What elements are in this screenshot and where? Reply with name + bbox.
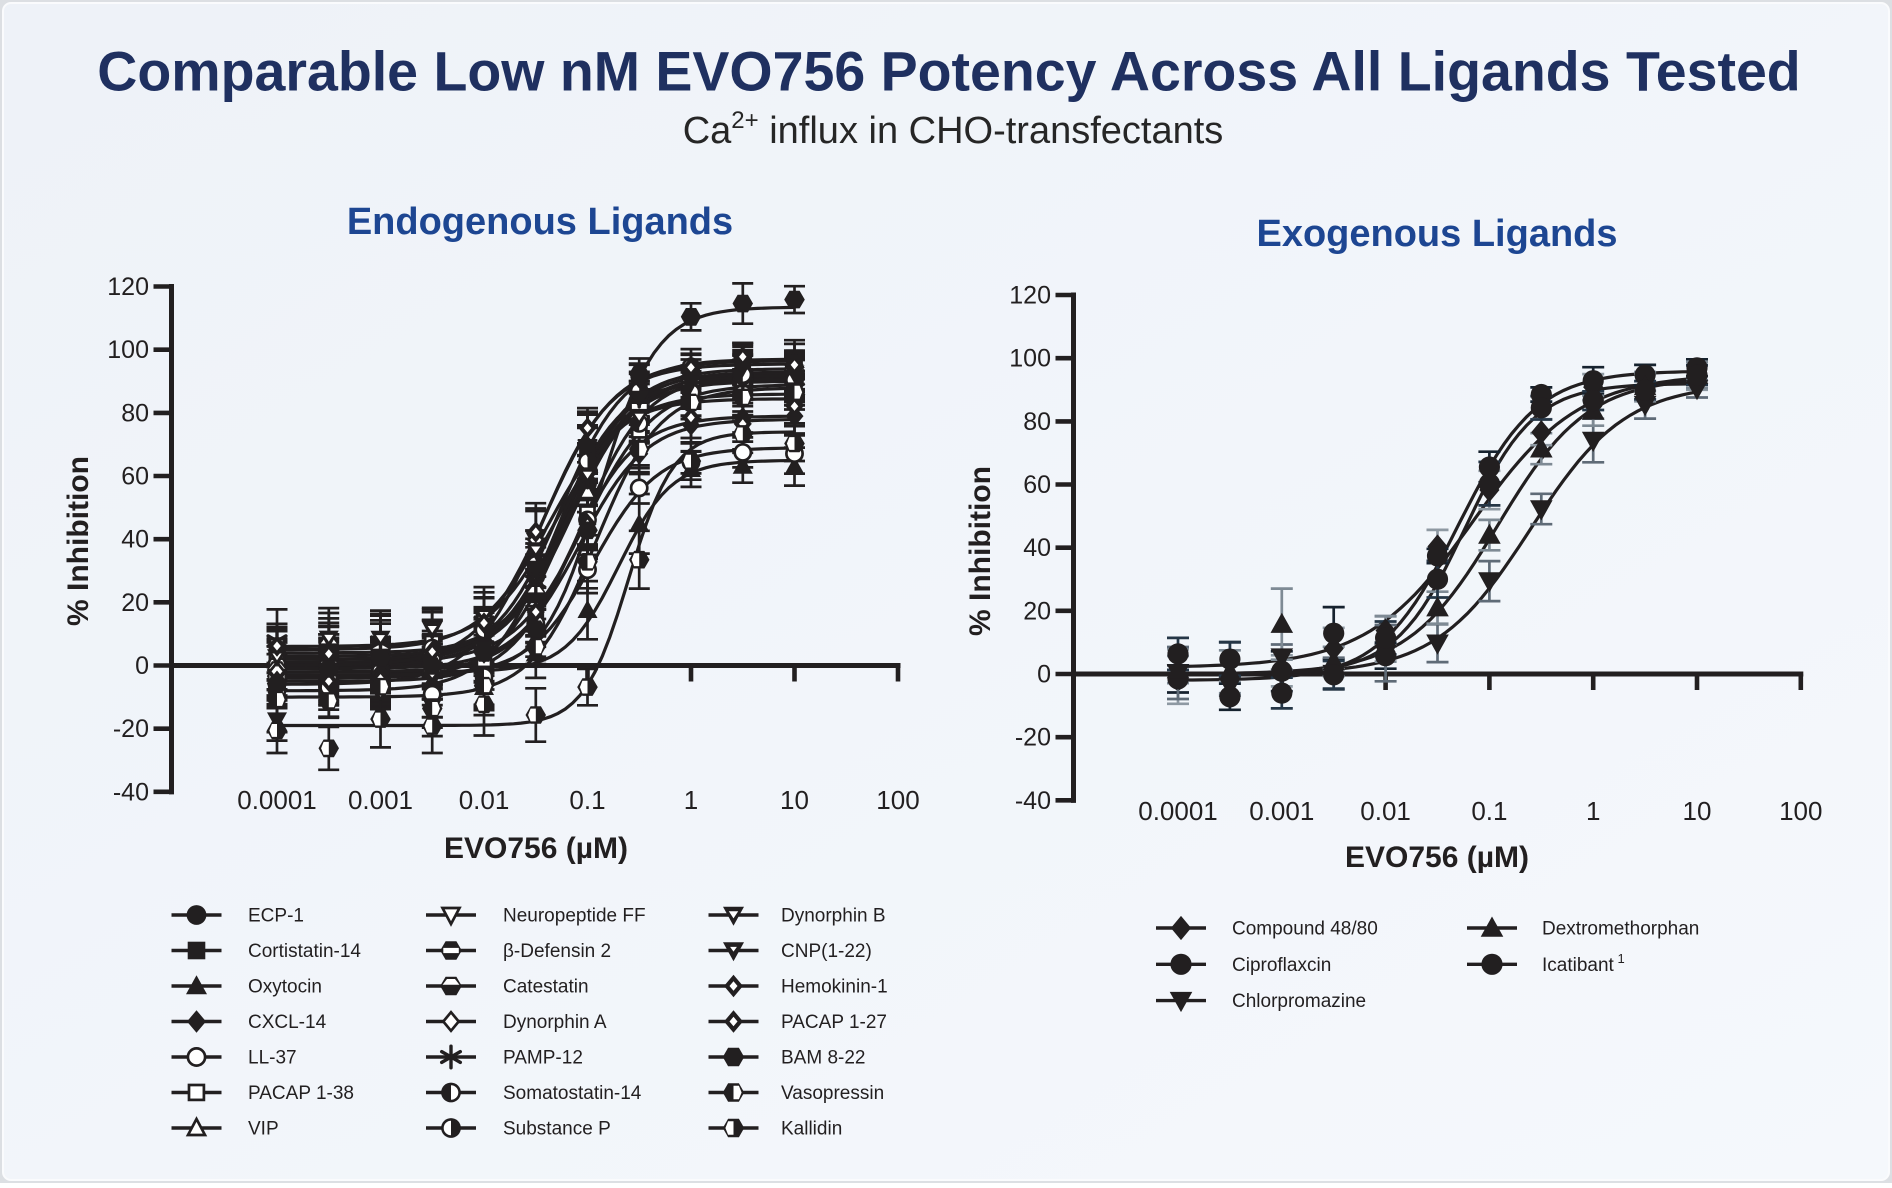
svg-text:0.01: 0.01	[459, 785, 510, 815]
svg-text:VIP: VIP	[248, 1119, 279, 1140]
svg-text:100: 100	[107, 336, 149, 364]
svg-text:Comparable Low nM EVO756 Poten: Comparable Low nM EVO756 Potency Across …	[97, 41, 1800, 103]
svg-text:Oxytocin: Oxytocin	[248, 977, 322, 998]
svg-text:0.0001: 0.0001	[237, 785, 317, 815]
svg-text:Somatostatin-14: Somatostatin-14	[503, 1083, 642, 1104]
svg-text:Cortistatin-14: Cortistatin-14	[248, 941, 361, 962]
svg-text:Vasopressin: Vasopressin	[781, 1083, 884, 1104]
svg-text:CNP(1-22): CNP(1-22)	[781, 941, 872, 962]
svg-text:0: 0	[1037, 661, 1051, 689]
svg-text:40: 40	[1023, 534, 1051, 562]
svg-text:PACAP 1-38: PACAP 1-38	[248, 1083, 354, 1104]
svg-text:40: 40	[121, 526, 149, 554]
svg-text:100: 100	[1779, 796, 1822, 826]
svg-text:Dynorphin B: Dynorphin B	[781, 906, 886, 927]
svg-text:Catestatin: Catestatin	[503, 977, 589, 998]
svg-text:Kallidin: Kallidin	[781, 1119, 842, 1140]
svg-text:10: 10	[780, 785, 809, 815]
svg-text:0: 0	[135, 652, 149, 680]
svg-text:Ca2+ influx in CHO-transfectan: Ca2+ influx in CHO-transfectants	[683, 107, 1224, 152]
svg-text:0.001: 0.001	[348, 785, 413, 815]
svg-text:Dextromethorphan: Dextromethorphan	[1542, 919, 1699, 940]
svg-text:β-Defensin 2: β-Defensin 2	[503, 941, 611, 962]
svg-text:Hemokinin-1: Hemokinin-1	[781, 977, 888, 998]
svg-text:LL-37: LL-37	[248, 1048, 297, 1069]
svg-text:Endogenous Ligands: Endogenous Ligands	[347, 201, 733, 243]
svg-text:1: 1	[684, 785, 698, 815]
svg-text:60: 60	[1023, 471, 1051, 499]
svg-text:120: 120	[1009, 282, 1051, 310]
svg-text:1: 1	[1586, 796, 1600, 826]
svg-text:0.01: 0.01	[1360, 796, 1411, 826]
svg-text:80: 80	[1023, 408, 1051, 436]
svg-text:PACAP 1-27: PACAP 1-27	[781, 1012, 887, 1033]
svg-text:80: 80	[121, 399, 149, 427]
svg-text:0.1: 0.1	[1471, 796, 1507, 826]
svg-text:10: 10	[1683, 796, 1712, 826]
svg-text:Chlorpromazine: Chlorpromazine	[1232, 991, 1366, 1012]
svg-text:0.0001: 0.0001	[1138, 796, 1218, 826]
svg-text:Dynorphin A: Dynorphin A	[503, 1012, 607, 1033]
svg-text:EVO756 (µM): EVO756 (µM)	[1345, 841, 1529, 874]
svg-text:BAM 8-22: BAM 8-22	[781, 1048, 865, 1069]
svg-text:0.001: 0.001	[1249, 796, 1314, 826]
svg-text:PAMP-12: PAMP-12	[503, 1048, 583, 1069]
svg-text:% Inhibition: % Inhibition	[62, 456, 95, 626]
svg-text:Substance P: Substance P	[503, 1119, 611, 1140]
svg-text:100: 100	[876, 785, 919, 815]
svg-text:Neuropeptide FF: Neuropeptide FF	[503, 906, 646, 927]
svg-text:100: 100	[1009, 345, 1051, 373]
svg-text:Exogenous Ligands: Exogenous Ligands	[1256, 213, 1617, 255]
svg-text:Compound 48/80: Compound 48/80	[1232, 919, 1378, 940]
svg-text:60: 60	[121, 463, 149, 491]
svg-text:-20: -20	[113, 715, 149, 743]
svg-text:120: 120	[107, 273, 149, 301]
svg-text:-40: -40	[1015, 787, 1051, 815]
svg-text:20: 20	[121, 589, 149, 617]
svg-text:20: 20	[1023, 597, 1051, 625]
svg-text:0.1: 0.1	[569, 785, 605, 815]
svg-text:-20: -20	[1015, 724, 1051, 752]
svg-text:Ciproflaxcin: Ciproflaxcin	[1232, 955, 1331, 976]
svg-text:-40: -40	[113, 778, 149, 806]
svg-text:ECP-1: ECP-1	[248, 906, 304, 927]
svg-text:CXCL-14: CXCL-14	[248, 1012, 327, 1033]
svg-text:Icatibant 1: Icatibant 1	[1542, 951, 1625, 976]
svg-text:% Inhibition: % Inhibition	[964, 466, 997, 636]
svg-text:EVO756 (µM): EVO756 (µM)	[444, 832, 628, 865]
